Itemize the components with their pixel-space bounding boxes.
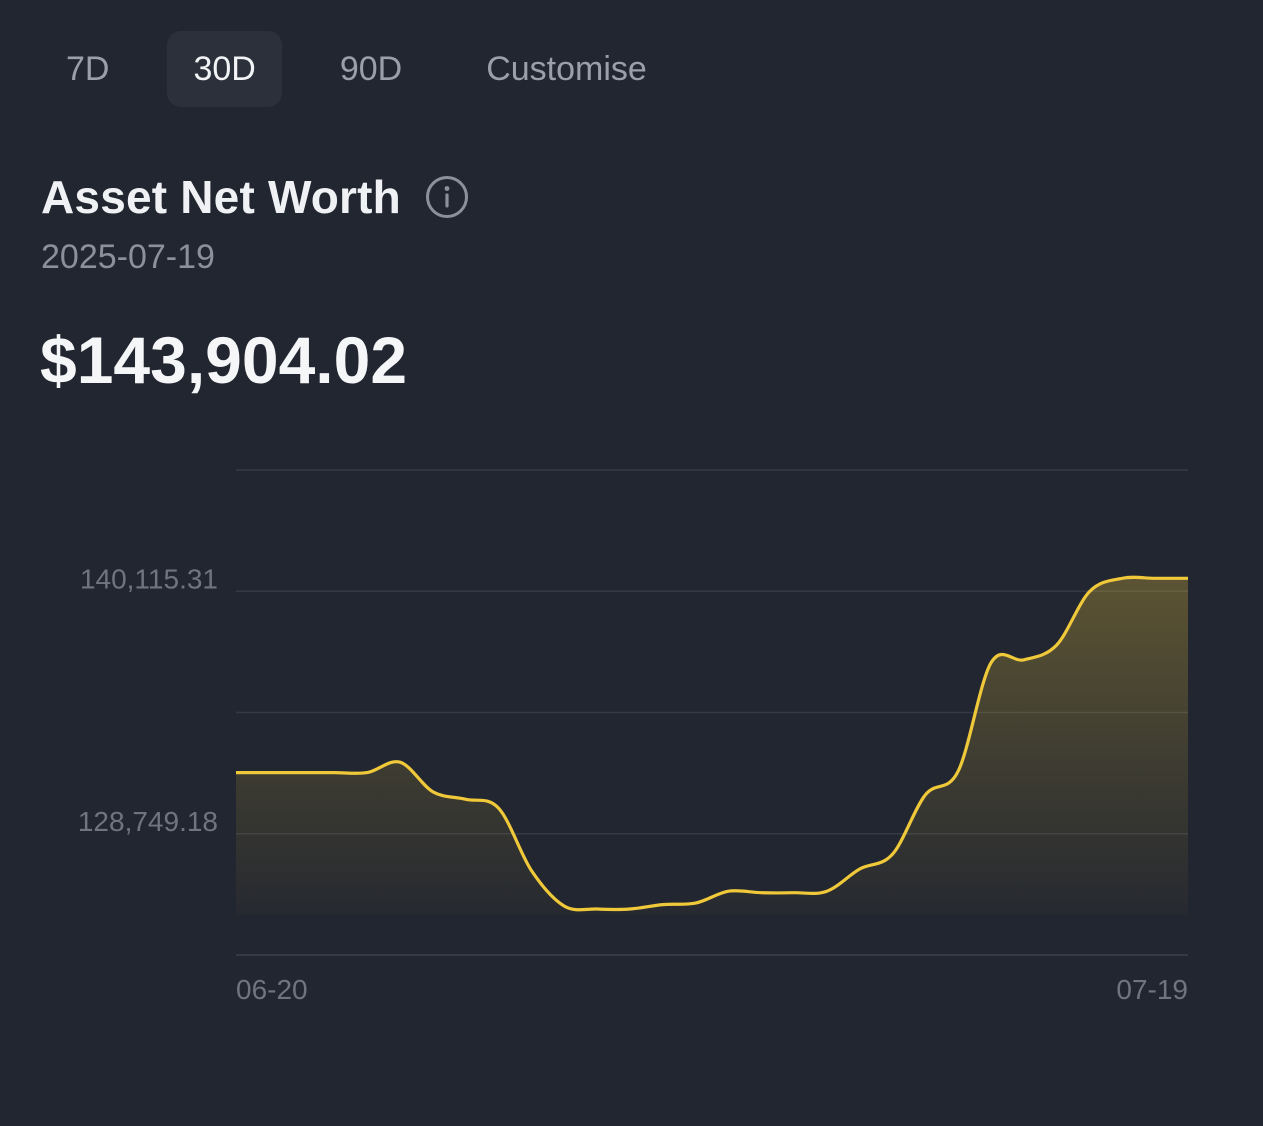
y-tick-label: 140,115.31 (80, 563, 218, 594)
tab-30d[interactable]: 30D (167, 31, 282, 107)
page-title: Asset Net Worth (41, 171, 401, 223)
chart-line (235, 575, 1188, 912)
y-tick-label: 128,749.18 (78, 806, 218, 837)
tab-customise[interactable]: Customise (486, 49, 647, 88)
tab-90d[interactable]: 90D (339, 49, 403, 88)
area-fill (236, 577, 1188, 915)
selected-date: 2025-07-19 (41, 238, 215, 276)
chart-labels: 140,115.31 128,749.18 06-20 07-19 (78, 563, 1188, 1005)
tab-7d[interactable]: 7D (66, 49, 110, 88)
net-worth-value: $143,904.02 (40, 323, 408, 397)
x-tick-label: 07-19 (1116, 974, 1188, 1005)
chart-area (236, 577, 1188, 915)
series-line[interactable] (235, 575, 1188, 912)
x-tick-label: 06-20 (236, 974, 308, 1005)
period-tabs: 7D 30D 90D Customise (40, 31, 705, 107)
info-circle-icon[interactable] (425, 175, 469, 219)
title-row: Asset Net Worth (41, 170, 469, 224)
